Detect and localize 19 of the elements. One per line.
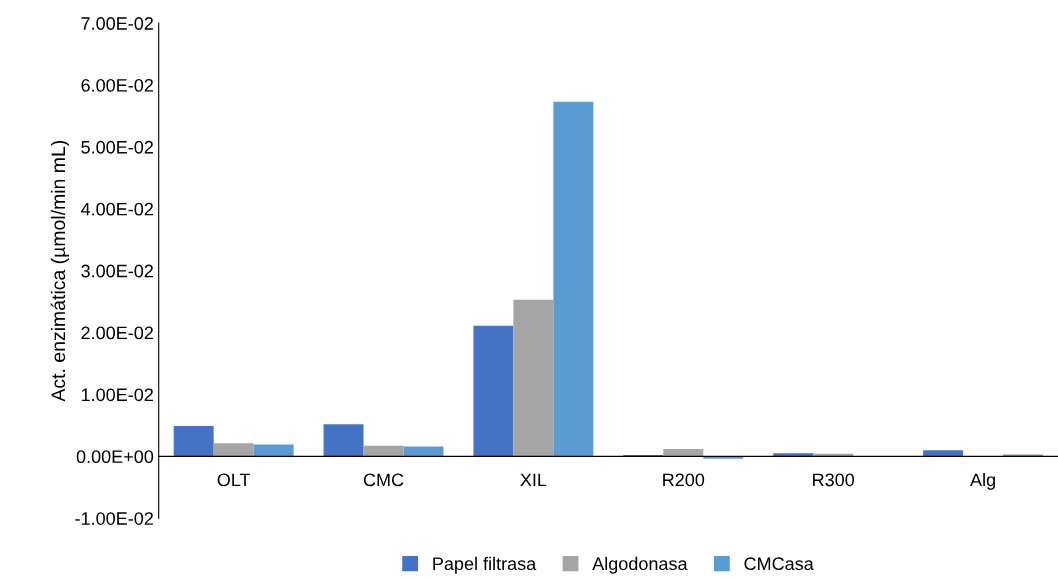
x-tick-label: OLT	[217, 473, 251, 487]
y-tick-label: 5.00E-02	[81, 140, 153, 154]
x-tick-label: R200	[663, 473, 705, 487]
y-tick-label: 6.00E-02	[81, 78, 153, 92]
y-tick-label: 0.00E+00	[76, 450, 154, 464]
y-tick-label: 4.00E-02	[80, 202, 153, 216]
y-tick-label: 3.00E-02	[81, 264, 153, 278]
legend-label: Papel filtrasa	[433, 556, 537, 574]
y-tick-label: 1.00E-02	[81, 388, 153, 402]
legend-label: Algodonasa	[592, 556, 688, 574]
x-tick-label: CMC	[363, 473, 404, 487]
y-tick-label: -1.00E-02	[75, 512, 153, 525]
y-axis-title: Act. enzimática (µmol/min mL)	[50, 140, 69, 402]
x-tick-label: Alg	[970, 472, 995, 490]
y-tick-label: 2.00E-02	[81, 326, 153, 340]
x-tick-label: XIL	[520, 473, 547, 487]
x-tick-label: R300	[813, 473, 855, 487]
legend-label: CMCasa	[744, 557, 814, 571]
y-tick-label: 7.00E-02	[81, 17, 153, 30]
